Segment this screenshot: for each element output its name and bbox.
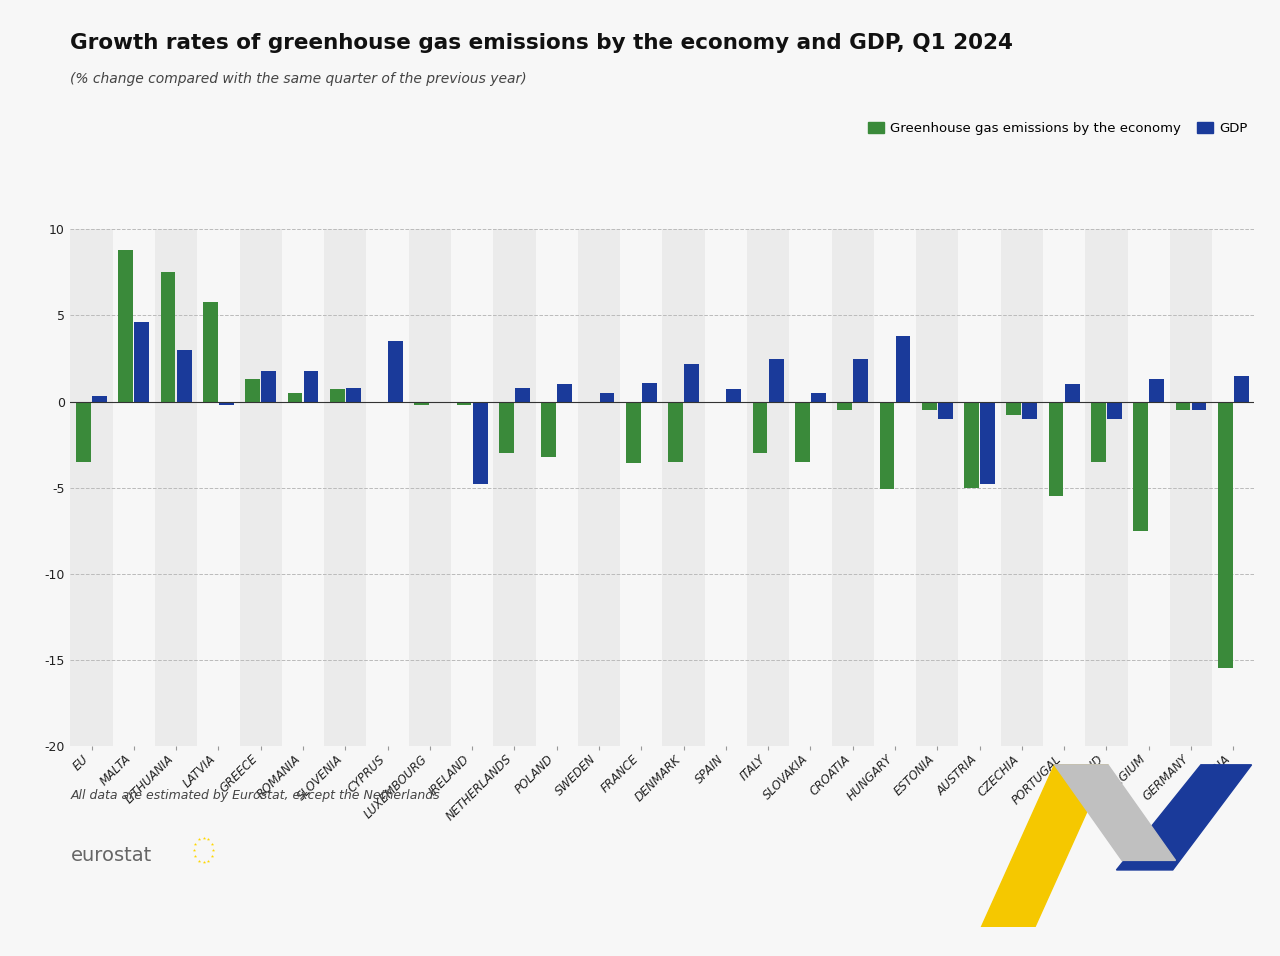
Bar — [584, 402, 598, 403]
Bar — [854, 358, 868, 402]
Bar — [282, 229, 324, 746]
Bar — [577, 229, 620, 746]
Bar — [837, 402, 852, 410]
Text: Growth rates of greenhouse gas emissions by the economy and GDP, Q1 2024: Growth rates of greenhouse gas emissions… — [70, 33, 1014, 54]
Bar — [1043, 229, 1085, 746]
Bar — [70, 229, 113, 746]
Bar — [288, 393, 302, 402]
Bar — [366, 229, 408, 746]
Bar — [76, 402, 91, 462]
Bar — [388, 341, 403, 402]
Text: (% change compared with the same quarter of the previous year): (% change compared with the same quarter… — [70, 72, 527, 86]
Bar — [769, 358, 783, 402]
Bar — [753, 402, 768, 453]
Bar — [239, 229, 282, 746]
Polygon shape — [1116, 765, 1252, 870]
Bar — [832, 229, 874, 746]
Bar — [430, 402, 445, 403]
Bar — [980, 402, 995, 484]
Bar — [415, 402, 429, 405]
Text: All data are estimated by Eurostat, except the Netherlands: All data are estimated by Eurostat, exce… — [70, 789, 440, 802]
Bar — [1006, 402, 1021, 415]
Bar — [705, 229, 748, 746]
Bar — [197, 229, 239, 746]
Bar — [1149, 380, 1164, 402]
Bar — [812, 393, 826, 402]
Bar — [599, 393, 614, 402]
Bar — [1192, 402, 1207, 410]
Bar — [748, 229, 790, 746]
Bar — [535, 229, 577, 746]
Bar — [204, 302, 218, 402]
Bar — [727, 389, 741, 402]
Bar — [710, 402, 726, 403]
Bar — [1133, 402, 1148, 531]
Bar — [896, 337, 910, 402]
Bar — [1107, 402, 1121, 419]
Bar — [663, 229, 705, 746]
Bar — [874, 229, 916, 746]
Bar — [1048, 402, 1064, 496]
Bar — [685, 363, 699, 402]
Bar — [641, 382, 657, 402]
Bar — [303, 371, 319, 402]
Bar — [938, 402, 952, 419]
Bar — [879, 402, 895, 489]
Bar — [668, 402, 684, 462]
Bar — [541, 402, 556, 457]
Bar — [219, 402, 234, 405]
Bar — [557, 384, 572, 402]
Bar — [113, 229, 155, 746]
Bar — [177, 350, 192, 402]
Bar — [959, 229, 1001, 746]
Bar — [1217, 402, 1233, 668]
Bar — [457, 402, 471, 405]
Bar — [408, 229, 451, 746]
Bar — [620, 229, 663, 746]
Bar — [1234, 376, 1249, 402]
Legend: Greenhouse gas emissions by the economy, GDP: Greenhouse gas emissions by the economy,… — [868, 122, 1248, 136]
Bar — [472, 402, 488, 484]
Bar — [1065, 384, 1079, 402]
Bar — [1085, 229, 1128, 746]
Bar — [324, 229, 366, 746]
Bar — [155, 229, 197, 746]
Bar — [372, 402, 387, 403]
Bar — [92, 397, 108, 402]
Bar — [790, 229, 832, 746]
Bar — [161, 272, 175, 402]
Bar — [1091, 402, 1106, 462]
Bar — [261, 371, 276, 402]
Polygon shape — [982, 765, 1108, 927]
Bar — [626, 402, 640, 464]
Bar — [1001, 229, 1043, 746]
Bar — [330, 389, 344, 402]
Bar — [493, 229, 535, 746]
Polygon shape — [1055, 765, 1175, 860]
Bar — [499, 402, 513, 453]
Bar — [1170, 229, 1212, 746]
Bar — [246, 380, 260, 402]
Bar — [1023, 402, 1037, 419]
Bar — [1212, 229, 1254, 746]
Bar — [795, 402, 810, 462]
Bar — [515, 388, 530, 402]
Bar — [1128, 229, 1170, 746]
Bar — [134, 322, 150, 402]
Bar — [346, 388, 361, 402]
Bar — [451, 229, 493, 746]
Text: eurostat: eurostat — [70, 846, 151, 865]
Bar — [118, 250, 133, 402]
Bar — [964, 402, 979, 488]
Bar — [922, 402, 937, 410]
Bar — [1175, 402, 1190, 410]
Bar — [916, 229, 959, 746]
